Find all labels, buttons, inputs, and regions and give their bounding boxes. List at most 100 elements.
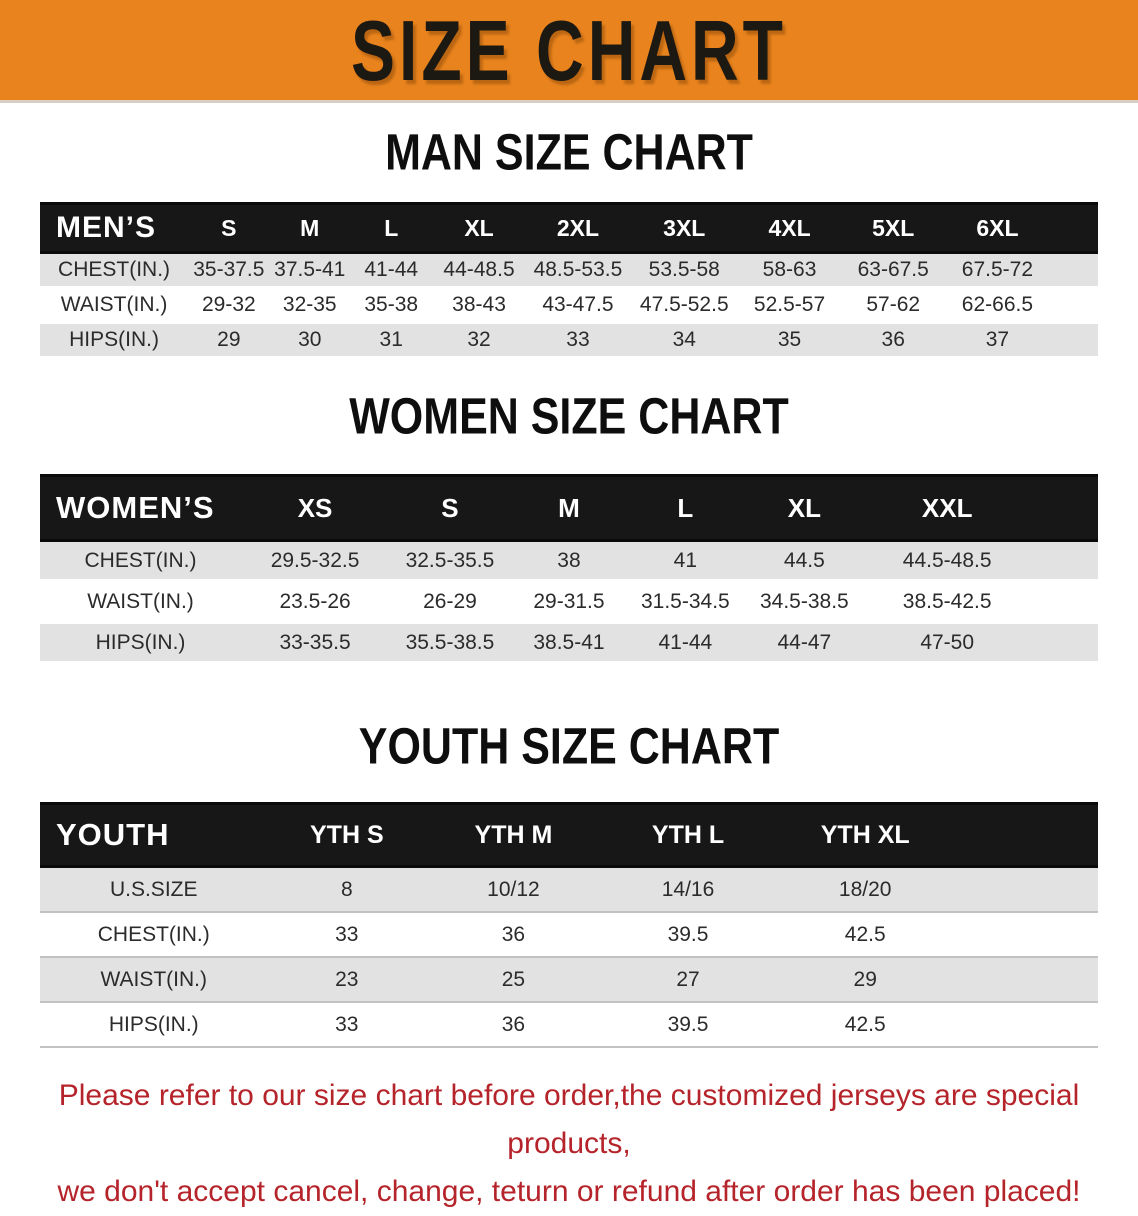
measurement-value: 32-35 xyxy=(269,287,350,324)
measurement-value: 23 xyxy=(267,957,427,1003)
measurement-value: 31 xyxy=(349,322,433,359)
measurement-value: 31.5-34.5 xyxy=(627,581,744,624)
men-size-table: MEN’S S M L XL 2XL 3XL 4XL 5XL 6XL CHEST(IN.) 35-37… xyxy=(40,202,1098,359)
measurement-value: 35.5-38.5 xyxy=(389,622,511,665)
row-filler-cell xyxy=(1029,581,1098,624)
measurement-value: 32.5-35.5 xyxy=(389,540,511,583)
measurement-row: CHEST(IN.) 29.5-32.5 32.5-35.5 38 41 44.5 44.5… xyxy=(40,540,1098,583)
row-label: CHEST(IN.) xyxy=(40,540,242,583)
measurement-value: 38.5-41 xyxy=(510,622,628,665)
measurement-value: 41-44 xyxy=(627,622,744,665)
size-column-header: XS xyxy=(241,474,390,542)
measurement-value: 48.5-53.5 xyxy=(525,252,631,289)
youth-section-heading-text: YOUTH SIZE CHART xyxy=(358,718,780,776)
measurement-value: 38-43 xyxy=(432,287,526,324)
measurement-value: 67.5-72 xyxy=(945,252,1050,289)
measurement-value: 36 xyxy=(426,1002,601,1048)
size-column-header: YTH S xyxy=(267,802,427,868)
row-filler-cell xyxy=(1049,252,1098,289)
measurement-value: 14/16 xyxy=(600,866,776,913)
size-column-header: 2XL xyxy=(525,202,631,254)
measurement-value: 58-63 xyxy=(738,252,841,289)
row-label: HIPS(IN.) xyxy=(40,1002,268,1048)
measurement-value: 29-32 xyxy=(188,287,270,324)
measurement-value: 44.5 xyxy=(743,540,866,583)
footer-notice-line2: we don't accept cancel, change, teturn o… xyxy=(57,1175,1081,1208)
measurement-value: 27 xyxy=(600,957,776,1003)
measurement-value: 29-31.5 xyxy=(510,581,628,624)
measurement-value: 53.5-58 xyxy=(630,252,739,289)
measurement-value: 35 xyxy=(738,322,841,359)
measurement-value: 62-66.5 xyxy=(945,287,1050,324)
table-category-header: WOMEN’S xyxy=(40,474,242,542)
measurement-value: 33 xyxy=(525,322,631,359)
measurement-value: 38.5-42.5 xyxy=(865,581,1030,624)
size-column-header: 5XL xyxy=(840,202,946,254)
row-filler-cell xyxy=(955,866,1098,913)
row-label: HIPS(IN.) xyxy=(40,322,189,359)
measurement-value: 10/12 xyxy=(426,866,601,913)
size-column-header: L xyxy=(627,474,744,542)
row-filler-cell xyxy=(1029,540,1098,583)
measurement-value: 63-67.5 xyxy=(840,252,946,289)
size-column-header: L xyxy=(349,202,433,254)
footer-notice-line1: Please refer to our size chart before or… xyxy=(58,1079,1080,1160)
women-section-heading: WOMEN SIZE CHART xyxy=(0,389,1138,450)
measurement-row: CHEST(IN.) 33 36 39.5 42.5 xyxy=(40,912,1098,958)
measurement-value: 18/20 xyxy=(775,866,956,913)
size-column-header: YTH XL xyxy=(775,802,956,868)
size-header-row: YOUTH YTH S YTH M YTH L YTH XL xyxy=(40,802,1098,868)
table-category-header: MEN’S xyxy=(40,202,189,254)
measurement-value: 32 xyxy=(432,322,526,359)
measurement-value: 57-62 xyxy=(840,287,946,324)
measurement-value: 30 xyxy=(269,322,350,359)
measurement-value: 33 xyxy=(267,1002,427,1048)
row-filler-cell xyxy=(1049,322,1098,359)
row-filler-cell xyxy=(1029,622,1098,665)
measurement-value: 44.5-48.5 xyxy=(865,540,1030,583)
header-filler-cell xyxy=(955,802,1098,868)
measurement-value: 36 xyxy=(840,322,946,359)
row-filler-cell xyxy=(1049,287,1098,324)
row-label: CHEST(IN.) xyxy=(40,252,189,289)
size-header-row: MEN’S S M L XL 2XL 3XL 4XL 5XL 6XL xyxy=(40,202,1098,254)
measurement-value: 38 xyxy=(510,540,628,583)
size-column-header: M xyxy=(510,474,628,542)
women-size-table: WOMEN’S XS S M L XL XXL CHEST(IN.) 29.5-32.5 32.5… xyxy=(40,474,1098,665)
size-column-header: YTH M xyxy=(426,802,601,868)
measurement-value: 52.5-57 xyxy=(738,287,841,324)
measurement-value: 37 xyxy=(945,322,1050,359)
row-filler-cell xyxy=(955,912,1098,958)
measurement-row: WAIST(IN.) 29-32 32-35 35-38 38-43 43-47.5 47.… xyxy=(40,287,1098,324)
measurement-value: 33-35.5 xyxy=(241,622,390,665)
size-column-header: M xyxy=(269,202,350,254)
row-label: WAIST(IN.) xyxy=(40,957,268,1003)
measurement-row: WAIST(IN.) 23.5-26 26-29 29-31.5 31.5-34.5 34… xyxy=(40,581,1098,624)
banner: SIZE CHART xyxy=(0,0,1138,103)
measurement-value: 47.5-52.5 xyxy=(630,287,739,324)
row-filler-cell xyxy=(955,1002,1098,1048)
size-header-row: WOMEN’S XS S M L XL XXL xyxy=(40,474,1098,542)
size-column-header: XXL xyxy=(865,474,1030,542)
man-section-heading-text: MAN SIZE CHART xyxy=(385,124,753,182)
measurement-value: 33 xyxy=(267,912,427,958)
size-column-header: 6XL xyxy=(945,202,1050,254)
measurement-value: 37.5-41 xyxy=(269,252,350,289)
man-section-heading: MAN SIZE CHART xyxy=(0,125,1138,186)
measurement-value: 35-37.5 xyxy=(188,252,270,289)
measurement-row: WAIST(IN.) 23 25 27 29 xyxy=(40,957,1098,1003)
measurement-value: 29 xyxy=(775,957,956,1003)
header-filler-cell xyxy=(1049,202,1098,254)
size-column-header: 3XL xyxy=(630,202,739,254)
measurement-value: 29.5-32.5 xyxy=(241,540,390,583)
size-column-header: S xyxy=(389,474,511,542)
measurement-value: 36 xyxy=(426,912,601,958)
size-column-header: XL xyxy=(432,202,526,254)
size-column-header: S xyxy=(188,202,270,254)
measurement-value: 41 xyxy=(627,540,744,583)
measurement-value: 8 xyxy=(267,866,427,913)
measurement-value: 42.5 xyxy=(775,1002,956,1048)
row-label: HIPS(IN.) xyxy=(40,622,242,665)
row-filler-cell xyxy=(955,957,1098,1003)
row-label: CHEST(IN.) xyxy=(40,912,268,958)
